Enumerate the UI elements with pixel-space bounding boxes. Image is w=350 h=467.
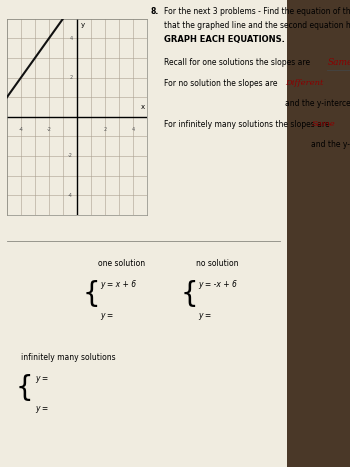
Text: 2: 2 <box>70 75 73 80</box>
Text: {: { <box>180 280 198 308</box>
Text: y =: y = <box>100 311 113 319</box>
Text: x: x <box>141 104 145 110</box>
Text: GRAPH EACH EQUATIONS.: GRAPH EACH EQUATIONS. <box>164 35 285 44</box>
Text: For the next 3 problems - Find the equation of the line graphed, find a second e: For the next 3 problems - Find the equat… <box>164 7 350 16</box>
Text: 4: 4 <box>70 36 73 41</box>
Text: {: { <box>16 374 33 402</box>
Text: -4: -4 <box>68 193 73 198</box>
Text: 8.: 8. <box>150 7 159 16</box>
Bar <box>287 0 350 467</box>
Text: For infinitely many solutions the slopes are: For infinitely many solutions the slopes… <box>164 120 330 129</box>
Bar <box>0 0 287 467</box>
Text: one solution: one solution <box>98 259 145 268</box>
Text: For no solution the slopes are: For no solution the slopes are <box>164 79 278 88</box>
Text: -2: -2 <box>47 127 51 132</box>
Text: -2: -2 <box>68 154 73 158</box>
Text: Different: Different <box>285 79 324 87</box>
Text: Same: Same <box>327 58 350 67</box>
Text: Same: Same <box>312 120 335 128</box>
Text: and the y-int are: and the y-int are <box>312 140 350 149</box>
Text: y =: y = <box>35 404 48 413</box>
Text: and the y-intercepts are: and the y-intercepts are <box>285 99 350 108</box>
Text: y =: y = <box>35 374 48 382</box>
Text: y = -x + 6: y = -x + 6 <box>198 280 237 289</box>
Text: y =: y = <box>198 311 211 319</box>
Text: -4: -4 <box>19 127 23 132</box>
Text: y: y <box>80 21 85 28</box>
Text: Recall for one solutions the slopes are: Recall for one solutions the slopes are <box>164 58 311 67</box>
Text: y = x + 6: y = x + 6 <box>100 280 136 289</box>
Text: 4: 4 <box>132 127 134 132</box>
Text: 2: 2 <box>104 127 106 132</box>
Text: {: { <box>82 280 100 308</box>
Text: infinitely many solutions: infinitely many solutions <box>21 353 116 361</box>
Text: no solution: no solution <box>196 259 238 268</box>
Text: that the graphed line and the second equation have the required number of soluti: that the graphed line and the second equ… <box>164 21 350 30</box>
